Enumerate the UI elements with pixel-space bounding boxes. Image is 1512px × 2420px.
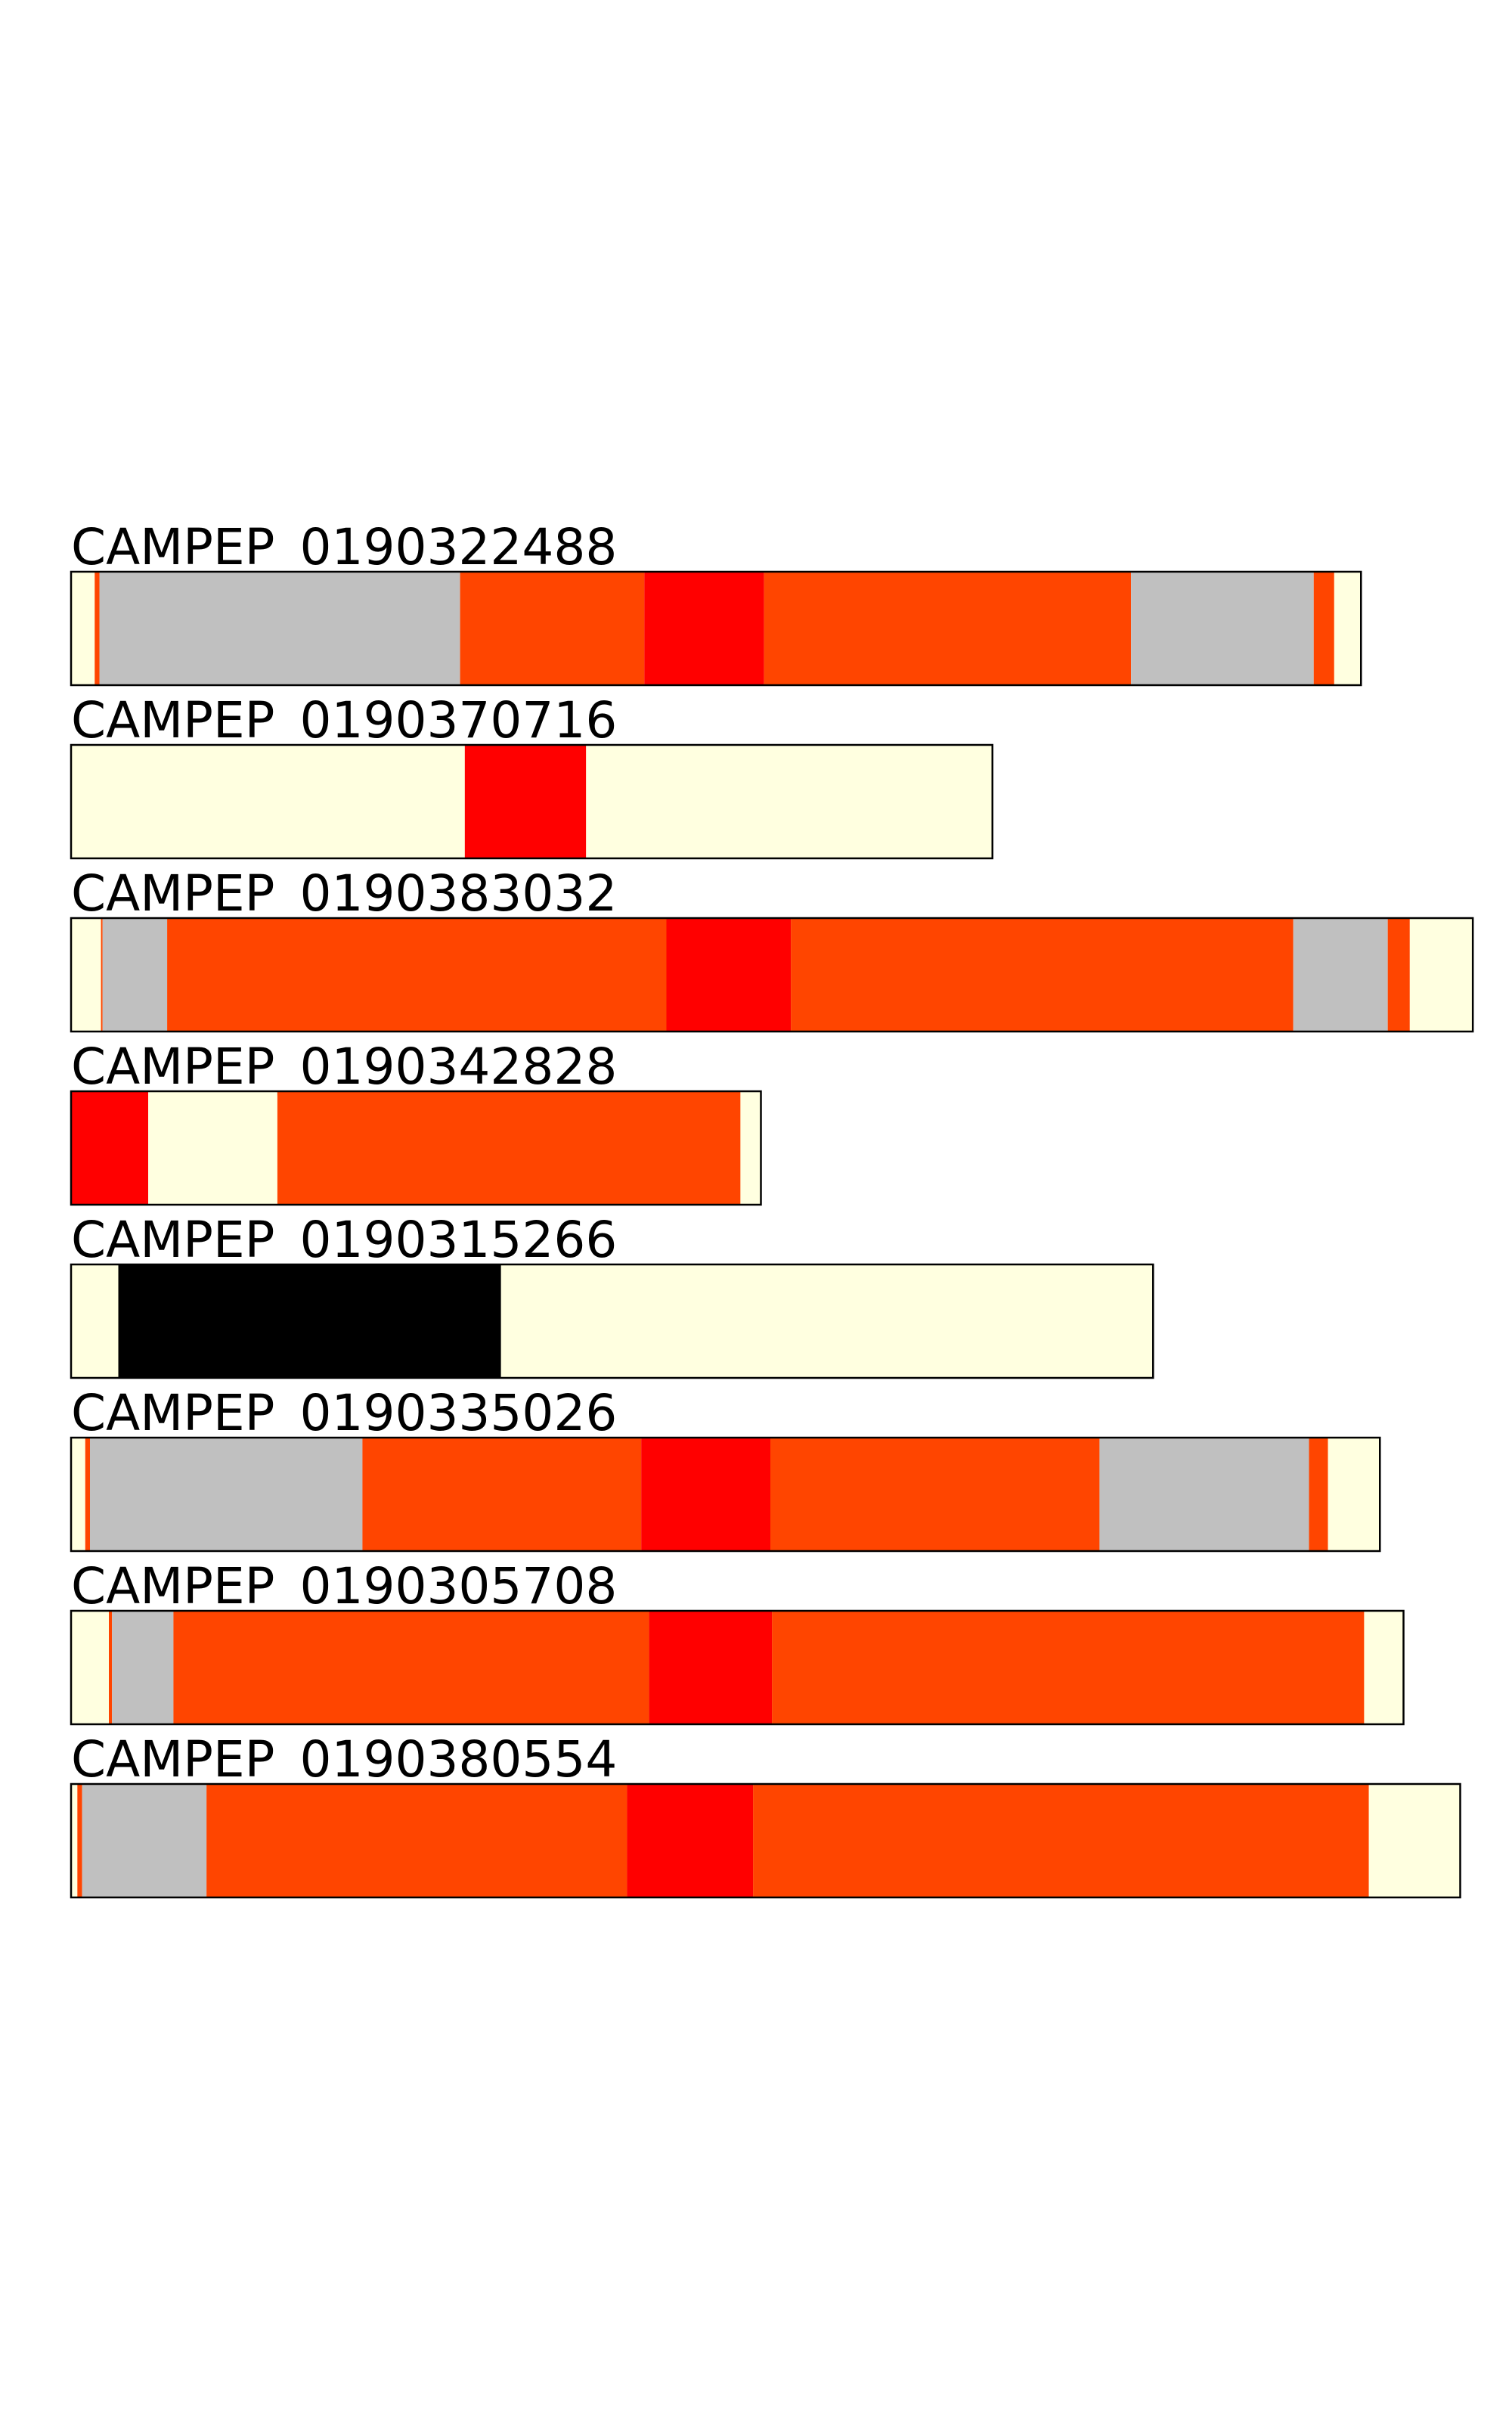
track-outline — [70, 1609, 1405, 1726]
domain-segment — [90, 1438, 363, 1551]
domain-segment — [500, 1264, 1154, 1378]
domain-segment — [1364, 1611, 1404, 1724]
domain-segment — [71, 572, 95, 685]
domain-segment — [277, 1091, 741, 1205]
track-outline — [70, 570, 1362, 687]
domain-segment — [148, 1091, 277, 1205]
track-label: CAMPEP_0190342828 — [71, 1038, 617, 1096]
domain-segment — [118, 1264, 501, 1378]
track-label: CAMPEP_0190315266 — [71, 1211, 617, 1269]
domain-segment — [627, 1784, 754, 1897]
domain-segment — [71, 745, 465, 858]
domain-segment — [753, 1784, 1369, 1897]
domain-segment — [586, 745, 993, 858]
domain-segment — [791, 918, 1294, 1032]
domain-segment — [740, 1091, 761, 1205]
domain-segment — [167, 918, 667, 1032]
domain-segment — [1387, 918, 1410, 1032]
track-label: CAMPEP_0190322488 — [71, 518, 617, 576]
track-label: CAMPEP_0190335026 — [71, 1384, 617, 1442]
domain-segment — [206, 1784, 627, 1897]
track-outline — [70, 1263, 1154, 1379]
domain-segment — [464, 745, 587, 858]
domain-segment — [101, 918, 103, 1032]
domain-segment — [1293, 918, 1388, 1032]
domain-segment — [460, 572, 645, 685]
domain-segment — [71, 1264, 119, 1378]
domain-segment — [764, 572, 1132, 685]
domain-segment — [71, 1611, 109, 1724]
track-label: CAMPEP_0190370716 — [71, 691, 617, 749]
domain-segment — [71, 1438, 85, 1551]
track-label: CAMPEP_0190380554 — [71, 1730, 617, 1789]
domain-segment — [94, 572, 100, 685]
domain-segment — [112, 1611, 174, 1724]
domain-segment — [77, 1784, 82, 1897]
domain-segment — [666, 918, 792, 1032]
domain-segment — [362, 1438, 642, 1551]
domain-segment — [772, 1611, 1365, 1724]
domain-segment — [1368, 1784, 1461, 1897]
track-label: CAMPEP_0190383032 — [71, 864, 617, 923]
domain-segment — [99, 572, 460, 685]
domain-segment — [1328, 1438, 1380, 1551]
domain-segment — [644, 572, 764, 685]
track-outline — [70, 1090, 762, 1206]
domain-segment — [1334, 572, 1362, 685]
domain-segment — [102, 918, 168, 1032]
domain-segment — [649, 1611, 773, 1724]
domain-segment — [109, 1611, 113, 1724]
domain-segment — [173, 1611, 649, 1724]
domain-segment — [1409, 918, 1473, 1032]
domain-segment — [770, 1438, 1100, 1551]
domain-segment — [71, 1784, 78, 1897]
domain-segment — [1313, 572, 1334, 685]
track-outline — [70, 1782, 1461, 1899]
domain-segment — [82, 1784, 207, 1897]
domain-segment — [1309, 1438, 1328, 1551]
domain-segment — [85, 1438, 90, 1551]
domain-segment — [71, 1091, 149, 1205]
domain-segment — [641, 1438, 770, 1551]
track-label: CAMPEP_0190305708 — [71, 1557, 617, 1615]
track-outline — [70, 1436, 1381, 1553]
track-outline — [70, 917, 1474, 1033]
domain-segment — [1099, 1438, 1309, 1551]
domain-segment — [1131, 572, 1314, 685]
domain-segment — [71, 918, 101, 1032]
track-outline — [70, 743, 993, 860]
